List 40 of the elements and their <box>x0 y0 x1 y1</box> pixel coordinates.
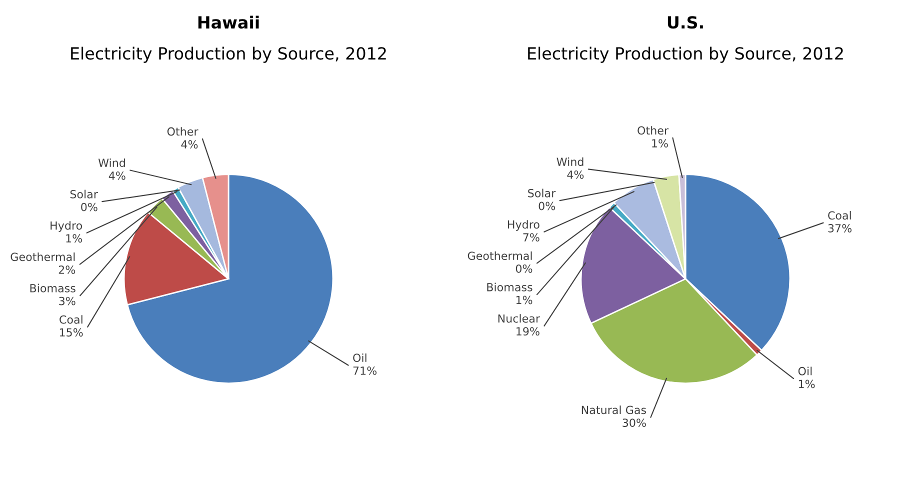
text: 0% <box>516 264 532 273</box>
text: 0% <box>538 202 556 210</box>
chart-subtitle: Electricity Production by Source, 2012 <box>71 46 386 63</box>
slice-label: Wind <box>556 157 584 166</box>
slice-label: Wind <box>98 158 125 168</box>
data-label: 71% <box>353 366 377 375</box>
slice-label: Hydro <box>50 221 82 232</box>
data-label: 15% <box>60 328 83 337</box>
data-label: 19% <box>516 327 540 336</box>
category-label: Geothermal <box>468 251 532 260</box>
data-label: 4% <box>567 170 584 179</box>
slice-label: Natural Gas <box>582 406 646 414</box>
data-label: 1% <box>798 380 815 388</box>
data-label: 3% <box>59 296 76 306</box>
slice-label: Oil <box>798 366 812 376</box>
slice-label: Coal <box>60 315 82 324</box>
data-label: 4% <box>181 140 198 149</box>
slice-label: Oil <box>353 353 366 362</box>
data-label: 4% <box>108 171 126 180</box>
chart-subtitle: Electricity Production by Source, 2012 <box>528 46 843 63</box>
slice-label: Biomass <box>487 282 532 292</box>
slice-label: Coal <box>828 211 851 220</box>
data-label: 2% <box>58 266 76 274</box>
slice-label: Other <box>638 126 669 135</box>
slice-label: Other <box>167 127 198 136</box>
data-label: 1% <box>516 296 532 304</box>
data-label: 7% <box>523 233 540 242</box>
slice-label: Hydro <box>508 220 540 231</box>
chart-title: Hawaii <box>198 16 259 29</box>
category-label: Solar <box>70 190 98 198</box>
data-label: 1% <box>652 139 668 148</box>
chart-title: U.S. <box>668 16 703 29</box>
text: 0% <box>81 202 98 212</box>
category-label: Solar <box>528 188 556 198</box>
slice-label: Geothermal <box>10 252 75 262</box>
data-label: 30% <box>622 418 646 427</box>
data-label: 1% <box>66 234 82 243</box>
slice-label: Nuclear <box>498 314 540 323</box>
data-label: 37% <box>828 224 852 232</box>
slice-label: Biomass <box>30 284 76 292</box>
